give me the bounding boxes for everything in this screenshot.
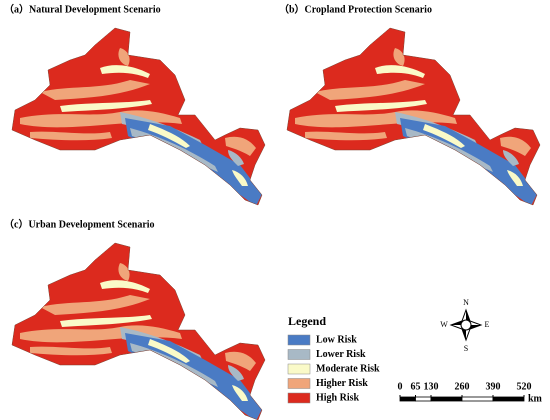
- compass-e: E: [485, 320, 490, 329]
- legend: Legend Low Risk Lower Risk Moderate Risk Hi…: [287, 314, 380, 404]
- risk-zone: [500, 136, 531, 156]
- scale-tick-label: 260: [455, 381, 470, 392]
- risk-zone: [228, 365, 244, 381]
- risk-zone: [295, 110, 457, 128]
- map-outline: [11, 27, 266, 206]
- risk-zone: [30, 131, 112, 141]
- legend-swatch: [287, 363, 311, 375]
- legend-label: High Risk: [316, 392, 360, 403]
- scale-tick-label: 0: [398, 381, 403, 392]
- scale-segment: [399, 396, 416, 402]
- panel-label: （a）Natural Development Scenario: [4, 2, 161, 15]
- legend-swatch: [287, 334, 311, 346]
- risk-zone: [118, 263, 130, 281]
- scale-segment: [492, 396, 525, 402]
- risk-zone: [225, 136, 256, 156]
- risk-zone: [40, 80, 150, 100]
- risk-zone: [60, 315, 152, 327]
- map-outline: [286, 27, 541, 206]
- scale-segment: [415, 396, 432, 402]
- compass-center: [460, 319, 472, 331]
- risk-zone: [20, 110, 182, 128]
- risk-zone: [20, 325, 182, 343]
- risk-zone: [375, 65, 425, 78]
- risk-zone: [148, 339, 190, 363]
- map-panel: （c）Urban Development Scenario: [4, 217, 266, 420]
- scale-tick-label: 520: [517, 381, 532, 392]
- risk-zone: [148, 124, 190, 148]
- map: [12, 28, 265, 205]
- compass-s: S: [464, 344, 468, 353]
- map: [287, 28, 540, 205]
- scale-segment: [430, 396, 463, 402]
- panel-label: （b）Cropland Protection Scenario: [279, 2, 432, 15]
- map-panel: （a）Natural Development Scenario: [4, 2, 266, 206]
- map: [12, 243, 265, 420]
- risk-zone: [315, 80, 425, 100]
- scale-tick-label: 65: [411, 381, 421, 392]
- legend-swatch: [287, 392, 311, 404]
- risk-zone: [100, 65, 150, 78]
- compass-w: W: [440, 320, 448, 329]
- compass: N S E W: [440, 298, 489, 353]
- legend-label: Lower Risk: [316, 349, 366, 360]
- risk-zone: [30, 346, 112, 356]
- legend-title: Legend: [288, 314, 326, 328]
- panel-label: （c）Urban Development Scenario: [4, 217, 155, 230]
- map-panel: （b）Cropland Protection Scenario: [279, 2, 541, 206]
- scale-segment: [461, 396, 494, 402]
- risk-zone: [225, 351, 256, 371]
- risk-zone: [60, 100, 152, 112]
- scale-tick-label: 130: [424, 381, 439, 392]
- risk-zone: [393, 48, 405, 66]
- legend-label: Moderate Risk: [316, 363, 380, 374]
- compass-n: N: [463, 298, 469, 307]
- risk-zone: [228, 150, 244, 166]
- risk-zone: [423, 124, 465, 148]
- map-outline: [11, 242, 266, 420]
- risk-zone: [40, 295, 150, 315]
- scale-tick-label: 390: [486, 381, 501, 392]
- legend-swatch: [287, 349, 311, 360]
- legend-label: Low Risk: [316, 334, 357, 345]
- legend-label: Higher Risk: [316, 378, 368, 389]
- risk-zone: [100, 280, 150, 293]
- risk-zone: [305, 131, 387, 141]
- risk-zone: [232, 385, 248, 401]
- risk-zone: [503, 150, 519, 166]
- risk-zone: [232, 170, 248, 186]
- legend-swatch: [287, 378, 311, 389]
- scale-unit: km: [528, 393, 543, 404]
- risk-zone: [335, 100, 427, 112]
- map-panels: （a）Natural Development Scenario （b）Cropla…: [4, 2, 541, 420]
- risk-zone: [507, 170, 523, 186]
- risk-zone: [118, 48, 130, 66]
